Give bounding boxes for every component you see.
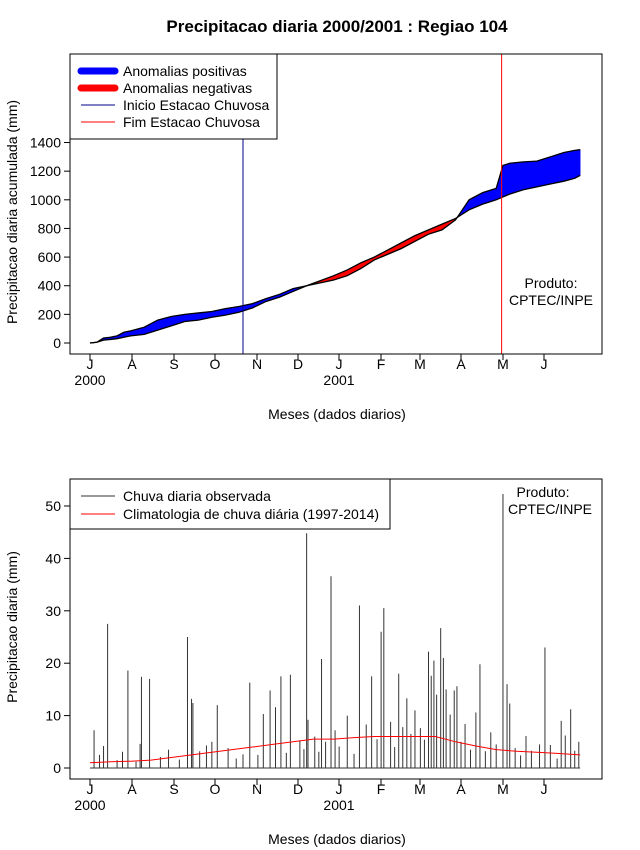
legend-negative: Anomalias negativas (123, 80, 252, 96)
top-month-label: J (336, 356, 343, 372)
top-x-axis-label: Meses (dados diarios) (268, 406, 406, 422)
top-month-label: J (87, 356, 94, 372)
top-year-label: 2000 (74, 372, 105, 388)
top-y-axis-label: Precipitacao diaria acumulada (mm) (4, 100, 20, 324)
legend-start: Inicio Estacao Chuvosa (123, 97, 270, 113)
top-y-tick-label: 0 (53, 335, 61, 351)
bottom-y-axis-label: Precipitacao diaria (mm) (4, 551, 20, 703)
bottom-legend: Chuva diaria observada Climatologia de c… (69, 478, 391, 530)
anomaly-positive-segment (578, 149, 581, 177)
bottom-y-tick-label: 10 (45, 708, 61, 724)
top-y-tick-label: 1000 (30, 192, 61, 208)
legend-climatology: Climatologia de chuva diária (1997-2014) (123, 506, 379, 522)
top-area-layer (89, 149, 581, 344)
top-month-label: F (377, 356, 386, 372)
product-label-bottom-line2: CPTEC/INPE (508, 501, 592, 517)
bottom-month-label: N (252, 781, 262, 797)
bottom-y-tick-label: 0 (53, 760, 61, 776)
bottom-month-label: O (210, 781, 221, 797)
top-month-label: S (169, 356, 178, 372)
bottom-month-label: F (377, 781, 386, 797)
observed-cumulative-line (89, 149, 581, 344)
bottom-month-label: M (497, 781, 509, 797)
top-y-tick-label: 200 (38, 306, 62, 322)
top-month-label: N (252, 356, 262, 372)
legend-observed: Chuva diaria observada (123, 488, 271, 504)
bottom-y-tick-label: 40 (45, 550, 61, 566)
bottom-month-label: J (336, 781, 343, 797)
bottom-month-label: A (127, 781, 137, 797)
product-label-bottom-line1: Produto: (517, 484, 570, 500)
bottom-bar-layer (90, 493, 581, 769)
bottom-year-label: 2001 (323, 797, 354, 813)
top-month-label: A (456, 356, 466, 372)
top-y-tick-label: 400 (38, 278, 62, 294)
legend-end: Fim Estacao Chuvosa (123, 114, 260, 130)
top-month-label: J (541, 356, 548, 372)
top-month-label: M (497, 356, 509, 372)
bottom-month-label: D (293, 781, 303, 797)
top-month-label: D (293, 356, 303, 372)
top-y-tick-label: 800 (38, 220, 62, 236)
bottom-year-label: 2000 (74, 797, 105, 813)
bottom-month-label: J (87, 781, 94, 797)
bottom-y-tick-label: 30 (45, 603, 61, 619)
bottom-y-tick-label: 50 (45, 498, 61, 514)
bottom-line-layer (89, 736, 581, 764)
top-month-label: O (210, 356, 221, 372)
product-label-top-line1: Produto: (525, 275, 578, 291)
top-legend: Anomalias positivas Anomalias negativas … (69, 53, 278, 140)
bottom-month-label: A (456, 781, 466, 797)
top-y-tick-label: 1200 (30, 163, 61, 179)
climatology-daily-line (89, 736, 581, 764)
bottom-month-label: S (169, 781, 178, 797)
climatology-cumulative-line (89, 174, 581, 344)
chart-title: Precipitacao diaria 2000/2001 : Regiao 1… (166, 17, 508, 36)
top-year-label: 2001 (323, 372, 354, 388)
bottom-x-axis-label: Meses (dados diarios) (268, 831, 406, 847)
bottom-month-label: J (541, 781, 548, 797)
product-label-top-line2: CPTEC/INPE (509, 292, 593, 308)
bottom-month-label: M (414, 781, 426, 797)
top-y-tick-label: 1400 (30, 135, 61, 151)
bottom-y-tick-label: 20 (45, 655, 61, 671)
top-y-tick-label: 600 (38, 249, 62, 265)
top-plot-frame (69, 53, 603, 355)
top-month-label: M (414, 356, 426, 372)
legend-positive: Anomalias positivas (123, 63, 247, 79)
top-month-label: A (127, 356, 137, 372)
bottom-legend-box (69, 478, 391, 530)
